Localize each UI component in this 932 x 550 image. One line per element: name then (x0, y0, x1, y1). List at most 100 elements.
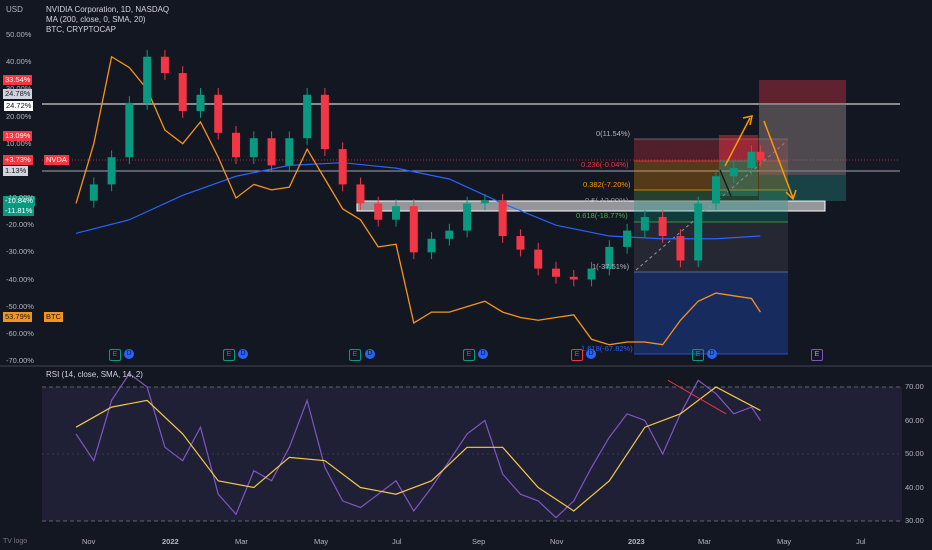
earnings-badge[interactable]: E (223, 349, 235, 361)
projection-arrowhead (785, 189, 797, 201)
tag-level-line: 24.72% (3, 100, 35, 112)
rsi-line (75, 372, 761, 519)
candle-body (249, 138, 258, 158)
candle-body (747, 151, 756, 169)
y-tick-label: -70.00% (6, 356, 34, 365)
candle-body (445, 230, 454, 239)
candle-body (463, 203, 472, 231)
candle-body (587, 268, 596, 280)
tag-level-high: 24.78% (3, 89, 33, 99)
tag-support: 1.13% (3, 166, 29, 176)
background-layer (0, 365, 932, 522)
y-tick-label: -60.00% (6, 328, 34, 338)
projection-arrow-up (724, 117, 751, 167)
dividend-badge[interactable]: D (365, 349, 375, 359)
tag-target-2: -11.81% (3, 206, 35, 216)
earnings-badge[interactable]: E (463, 349, 475, 361)
candle-body (516, 236, 525, 250)
fib-zone-0382 (634, 161, 788, 190)
fib-label-0236: 0.236(-0.04%) (581, 160, 629, 169)
candle-body (232, 132, 241, 158)
rsi-tick-label: 40.00 (905, 482, 924, 492)
rsi-layer (75, 372, 761, 519)
y-tick-label: -20.00% (6, 220, 34, 230)
tag-nvda-symbol: NVDA (44, 155, 69, 165)
y-tick-label: -10.00% (6, 193, 34, 202)
x-tick-label: Mar (235, 537, 248, 546)
candle-body (756, 151, 765, 160)
x-tick-label: 2023 (628, 537, 645, 546)
candle-body (427, 238, 436, 253)
earnings-badge[interactable]: E (349, 349, 361, 361)
earnings-badge-future[interactable]: E (811, 349, 823, 361)
rsi-tick-label: 60.00 (905, 415, 924, 425)
earnings-badge[interactable]: E (571, 349, 583, 361)
x-tick-label: May (777, 537, 792, 546)
candle-body (214, 94, 223, 133)
fib-label-0: 0(11.54%) (596, 129, 631, 138)
tag-nvda-change: +3.73% (3, 155, 33, 165)
candle-body (676, 236, 685, 261)
projection-arrow-small (719, 169, 732, 197)
candle-body (392, 206, 401, 220)
tag-target-1: -10.84% (3, 196, 35, 206)
candle-body (729, 168, 738, 177)
rsi-tick-label: 70.00 (905, 382, 924, 391)
earnings-badge[interactable]: E (109, 349, 121, 361)
symbol-legend[interactable]: NVIDIA Corporation, 1D, NASDAQ (46, 5, 170, 14)
earnings-badge[interactable]: E (692, 349, 704, 361)
candle-body (409, 206, 418, 253)
tradingview-logo: TV logo (3, 538, 28, 545)
projection-arrow-down (763, 120, 794, 199)
candle-body (267, 138, 276, 166)
btc-legend[interactable]: BTC, CRYPTOCAP (46, 25, 116, 34)
candle-body (285, 138, 294, 166)
price-layer (75, 49, 765, 346)
y-tick-label: -40.00% (6, 274, 34, 284)
candle-body (605, 246, 614, 269)
btc-line (75, 55, 761, 346)
candle-body (480, 200, 489, 204)
dividend-badge[interactable]: D (707, 349, 717, 359)
x-tick-label: Jul (856, 537, 866, 546)
position2-target-zone (759, 104, 846, 201)
position2-stop-zone (759, 80, 846, 175)
fib-zone-05 (634, 190, 788, 201)
fib-label-1618: 1.618(-67.82%) (581, 344, 633, 353)
dividend-badge[interactable]: D (586, 349, 596, 359)
y-tick-label: 10.00% (6, 138, 32, 148)
candle-body (303, 94, 312, 139)
candle-body (711, 176, 720, 204)
arrow-layer (719, 115, 797, 201)
y-tick-label: -30.00% (6, 247, 34, 257)
y-tick-label: -50.00% (6, 301, 34, 311)
candle-body (89, 184, 98, 201)
candle-body (356, 184, 365, 204)
ma-legend[interactable]: MA (200, close, 0, SMA, 20) (46, 15, 146, 24)
resistance-zone (356, 200, 826, 212)
tag-stop-low: 13.09% (3, 131, 33, 141)
dividend-badge[interactable]: D (124, 349, 134, 359)
tag-btc-change: 53.79% (3, 312, 33, 322)
dividend-badge[interactable]: D (238, 349, 248, 359)
y-tick-label: 40.00% (6, 57, 32, 67)
tag-stop-high: 33.54% (3, 75, 33, 85)
x-tick-label: May (314, 537, 329, 546)
candle-body (551, 268, 560, 277)
y-tick-label: 30.00% (6, 84, 32, 94)
candle-body (196, 94, 205, 112)
y-tick-label: 50.00% (6, 30, 32, 39)
candle-body (694, 203, 703, 261)
candle-body (374, 203, 383, 220)
rsi-tick-label: 50.00 (905, 449, 924, 458)
dividend-badge[interactable]: D (478, 349, 488, 359)
candle-body (320, 94, 329, 150)
candle-body (338, 149, 347, 185)
fib-zone-1 (634, 222, 788, 272)
x-tick-label: Sep (472, 537, 486, 546)
candle-body (125, 102, 134, 158)
rsi-trendline (667, 379, 727, 415)
rsi-legend[interactable]: RSI (14, close, SMA, 14, 2) (46, 370, 143, 379)
